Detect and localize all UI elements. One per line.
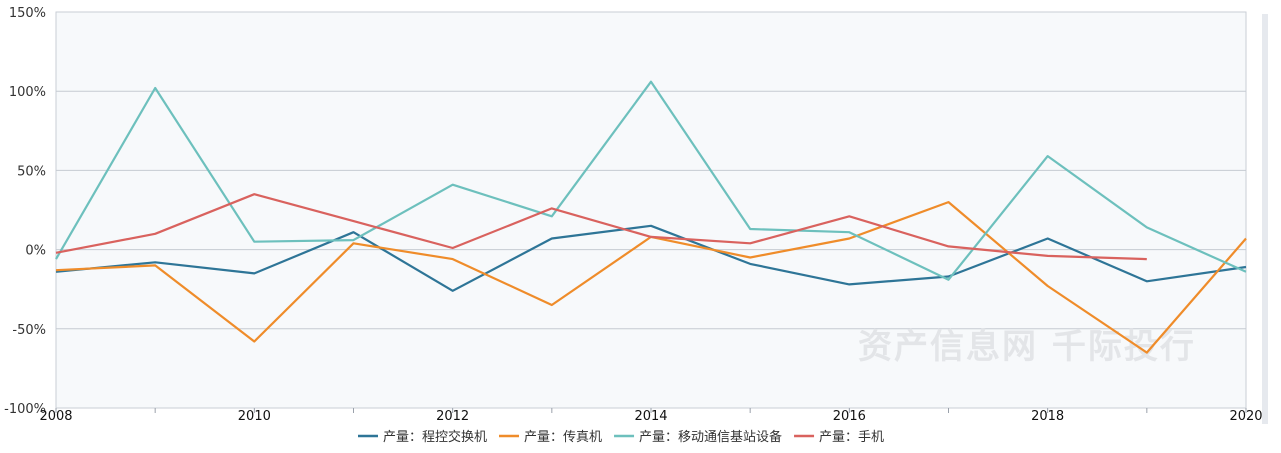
series-line-1 xyxy=(55,224,1247,292)
x-axis-ticks: 2008 2010 2012 2014 2016 2018 2020 xyxy=(39,408,1263,424)
x-tick-label: 2010 xyxy=(238,409,271,424)
y-tick-label: 100% xyxy=(9,85,46,100)
y-tick-label: -100% xyxy=(4,402,46,417)
series-line-4 xyxy=(55,193,1147,261)
legend-label: 产量：手机 xyxy=(819,430,884,445)
legend-item-4: 产量：手机 xyxy=(794,430,884,445)
y-tick-label: 150% xyxy=(9,6,46,21)
y-tick-label: -50% xyxy=(12,323,46,338)
grid-lines xyxy=(56,90,1246,330)
x-tick-label: 2012 xyxy=(436,409,469,424)
legend-label: 产量：程控交换机 xyxy=(383,429,487,445)
legend-item-1: 产量：程控交换机 xyxy=(358,429,487,445)
scrollbar-right[interactable] xyxy=(1262,14,1268,424)
watermark-text: 资产信息网 千际投行 xyxy=(858,327,1196,367)
x-tick-label: 2014 xyxy=(634,409,667,424)
legend-label: 产量：传真机 xyxy=(524,430,602,445)
y-tick-label: 50% xyxy=(17,164,46,179)
y-axis-ticks: 150% 100% 50% 0% -50% -100% xyxy=(4,6,46,417)
x-tick-label: 2016 xyxy=(833,409,866,424)
legend-item-2: 产量：传真机 xyxy=(499,430,602,445)
x-tick-label: 2018 xyxy=(1031,409,1064,424)
legend-item-3: 产量：移动通信基站设备 xyxy=(614,429,782,445)
series-lines xyxy=(55,80,1247,354)
legend-label: 产量：移动通信基站设备 xyxy=(639,429,782,445)
x-tick-label: 2008 xyxy=(39,409,72,424)
y-tick-label: 0% xyxy=(25,244,46,259)
x-tick-label: 2020 xyxy=(1229,409,1262,424)
legend: 产量：程控交换机 产量：传真机 产量：移动通信基站设备 产量：手机 xyxy=(358,429,884,445)
series-line-3 xyxy=(55,80,1247,281)
